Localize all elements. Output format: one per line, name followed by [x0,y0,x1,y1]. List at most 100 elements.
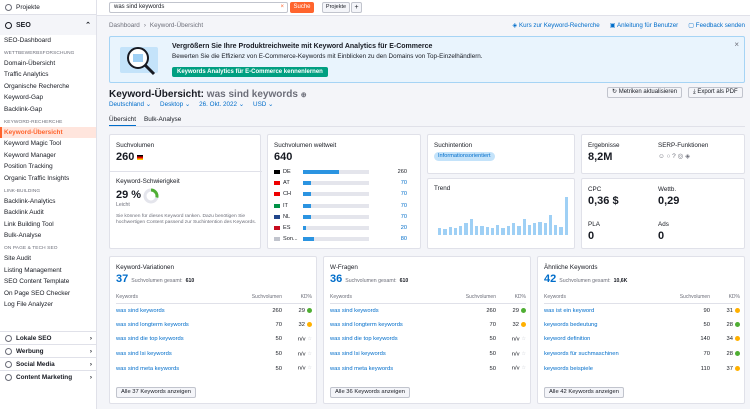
banner-cta-button[interactable]: Keywords Analytics für E-Commerce kennen… [172,67,328,77]
volume-bar [303,180,369,185]
trend-bar [501,227,505,235]
trend-bar [496,225,500,235]
magnifier-illustration-icon [120,47,158,76]
currency-select[interactable]: USD ⌄ [253,101,274,108]
country-volume-row: CH 70 [274,189,416,200]
keyword-link[interactable]: keywords bedeutung [544,321,598,328]
flag-icon [274,237,280,242]
feedback-link[interactable]: ▢ Feedback senden [688,22,745,29]
breadcrumb-dashboard[interactable]: Dashboard [109,22,140,29]
sidebar-item[interactable]: SEO Content Template [4,278,70,286]
close-icon[interactable]: × [734,40,739,49]
tab-bulk-analysis[interactable]: Bulk-Analyse [144,116,182,123]
user-guide-link[interactable]: ▣ Anleitung für Benutzer [609,22,679,29]
sidebar-projects[interactable]: Projekte [0,0,96,15]
keyword-link[interactable]: was sind lsi keywords [330,351,386,358]
sidebar-seo-header[interactable]: SEO ⌃ [0,15,96,35]
sidebar-section[interactable]: Social Media › [0,357,96,370]
search-button[interactable]: Suche [290,2,314,13]
sidebar-item[interactable]: Keyword Manager [4,151,56,159]
keyword-link[interactable]: was sind meta keywords [116,365,180,372]
trend-bar [538,222,542,235]
sidebar-item[interactable]: Position Tracking [4,163,53,171]
cpc-label: CPC [588,186,602,193]
sidebar-section[interactable]: Content Marketing › [0,370,96,383]
keyword-link[interactable]: was sind longterm keywords [330,321,403,328]
cpc-value: 0,36 $ [588,195,619,207]
clear-icon[interactable]: × [280,4,284,10]
sidebar-item[interactable]: Link Building Tool [4,220,54,228]
keyword-link[interactable]: was sind lsi keywords [116,351,172,358]
sidebar-item[interactable]: Log File Analyzer [4,301,54,309]
show-all-keywords-button[interactable]: Alle 42 Keywords anzeigen [544,387,624,398]
flag-icon [274,192,280,197]
sidebar-item[interactable]: Traffic Analytics [4,71,49,79]
sidebar-section[interactable]: Werbung › [0,344,96,357]
projects-button[interactable]: Projekte [322,2,350,13]
sidebar-item[interactable]: Backlink Audit [4,209,44,217]
trend-bar [527,224,532,235]
chevron-right-icon: › [89,334,92,342]
results-card: Ergebnisse 8,2M SERP-Funktionen ☺ ○ ? ◎ … [581,134,745,174]
add-project-button[interactable]: + [351,2,362,13]
results-label: Ergebnisse [588,142,620,149]
chevron-right-icon: › [89,347,92,355]
sidebar-item[interactable]: Listing Management [4,266,62,274]
sidebar-item[interactable]: SEO-Dashboard [4,37,51,44]
show-all-keywords-button[interactable]: Alle 36 Keywords anzeigen [330,387,410,398]
promo-banner: Vergrößern Sie Ihre Produktreichweite mi… [109,36,745,83]
export-pdf-button[interactable]: ⤓ Export als PDF [688,87,743,98]
panel-title: W-Fragen [330,264,358,271]
sidebar-item[interactable]: Domain-Übersicht [4,59,56,67]
trend-bar [443,228,447,235]
sidebar-item[interactable]: Site Audit [4,254,32,262]
sidebar-item[interactable]: On Page SEO Checker [4,289,71,297]
difficulty-dot-icon [521,321,526,327]
keyword-link[interactable]: keyword definition [544,336,591,343]
section-icon [5,373,12,381]
sidebar-item[interactable]: Organic Traffic Insights [4,174,70,182]
star-icon: ☆ [307,350,312,357]
keyword-link[interactable]: was sind meta keywords [330,365,394,372]
sidebar-item[interactable]: Bulk-Analyse [4,232,42,240]
panel-count[interactable]: 42 [544,273,557,285]
cpc-card: CPC 0,36 $ Wettb. 0,29 PLA 0 Ads 0 [581,178,745,249]
refresh-metrics-button[interactable]: ↻ Metriken aktualisieren [607,87,683,98]
course-link[interactable]: ◈ Kurs zur Keyword-Recherche [512,22,600,29]
add-icon[interactable]: ⊕ [300,92,307,99]
sidebar-item[interactable]: Keyword Magic Tool [4,140,62,148]
country-select[interactable]: Deutschland ⌄ [109,101,152,108]
sidebar-item[interactable]: Keyword-Übersicht [0,126,96,139]
sidebar-item[interactable]: Backlink-Analytics [4,197,56,205]
keyword-link[interactable]: was sind keywords [116,307,165,314]
table-row: was sind die top keywords 50 n/v ☆ [116,332,312,347]
country-volume-row: DE 260 [274,166,416,177]
trend-bar [511,223,516,235]
difficulty-dot-icon [521,307,526,313]
device-select[interactable]: Desktop ⌄ [160,101,191,108]
keyword-link[interactable]: keywords beispiele [544,365,593,372]
competition-label: Wettb. [658,186,677,193]
keyword-link[interactable]: was sind longterm keywords [116,321,189,328]
keyword-link[interactable]: was ist ein keyword [544,307,595,314]
table-row: was sind meta keywords 50 n/v ☆ [116,361,312,376]
flag-icon [274,226,280,231]
serp-label: SERP-Funktionen [658,142,709,149]
sidebar-item[interactable]: Organische Recherche [4,82,70,90]
table-row: was ist ein keyword 90 31 [544,303,740,318]
sidebar-item[interactable]: Backlink-Gap [4,105,43,113]
keyword-link[interactable]: keywords für suchmaschinen [544,351,619,358]
date-select[interactable]: 26. Okt. 2022 ⌄ [199,101,245,108]
sidebar-section[interactable]: Lokale SEO › [0,331,96,344]
keyword-link[interactable]: was sind die top keywords [330,336,398,343]
panel-count[interactable]: 36 [330,273,343,285]
keyword-link[interactable]: was sind die top keywords [116,336,184,343]
sidebar-item[interactable]: Keyword-Gap [4,94,44,102]
keyword-panel: Keyword-Variationen 37 Suchvolumen gesamt:… [109,256,317,404]
trend-bar [480,226,484,235]
keyword-link[interactable]: was sind keywords [330,307,379,314]
search-input[interactable]: was sind keywords × [109,2,288,13]
country-volume-row: Son... 80 [274,234,416,245]
show-all-keywords-button[interactable]: Alle 37 Keywords anzeigen [116,387,196,398]
panel-count[interactable]: 37 [116,273,129,285]
